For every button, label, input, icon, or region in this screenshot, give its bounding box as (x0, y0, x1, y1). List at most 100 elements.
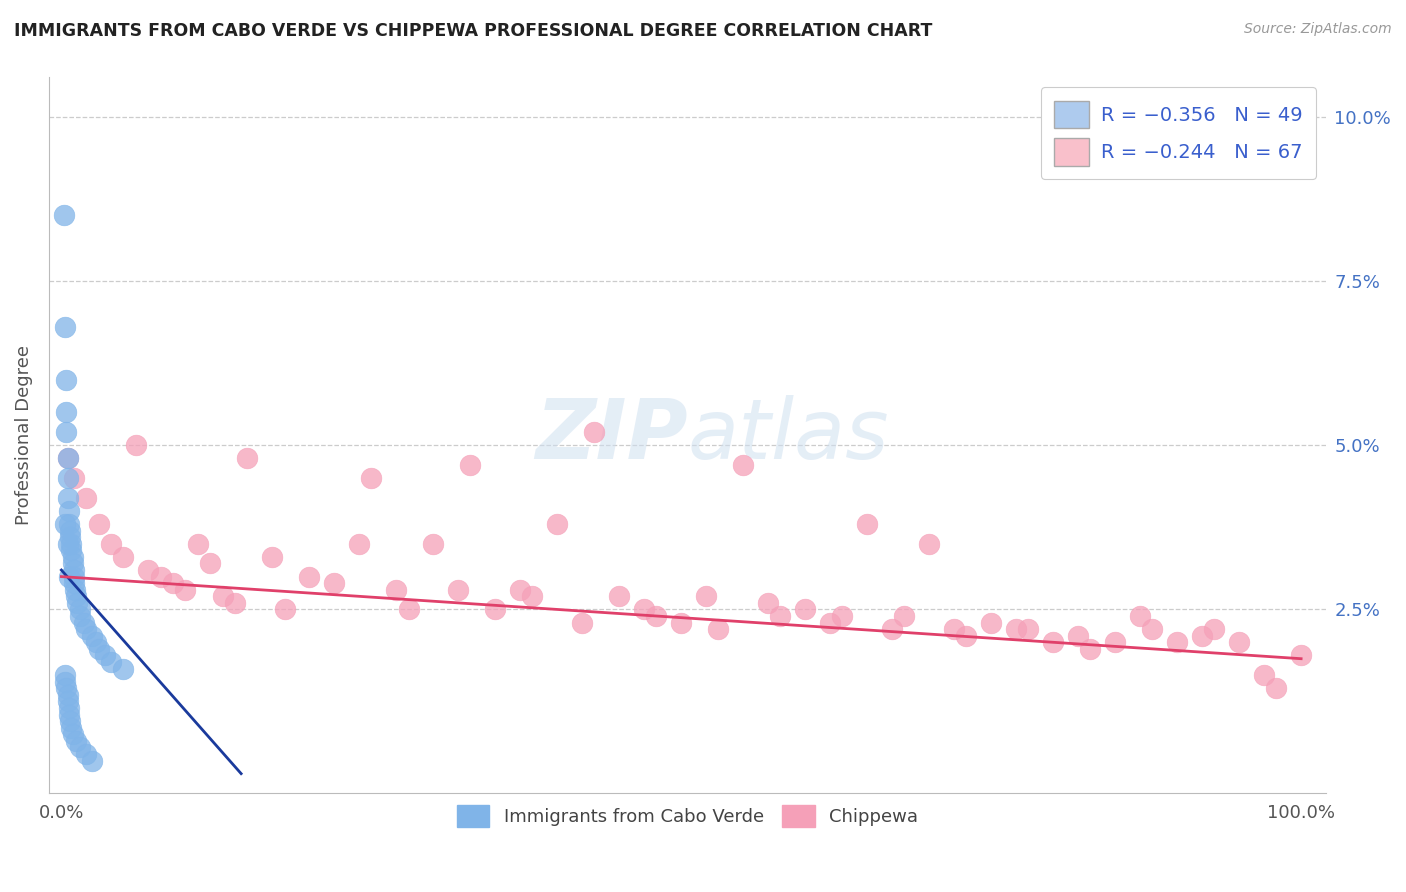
Point (1080, 641, 1102, 656)
Point (55, 425, 77, 439)
Point (69, 609, 91, 624)
Point (198, 557, 221, 571)
Point (818, 615, 841, 630)
Point (58, 569, 80, 583)
Point (880, 622, 903, 636)
Point (546, 517, 568, 532)
Point (1104, 635, 1126, 649)
Point (262, 549, 284, 564)
Point (69, 740, 91, 755)
Text: IMMIGRANTS FROM CABO VERDE VS CHIPPEWA PROFESSIONAL DEGREE CORRELATION CHART: IMMIGRANTS FROM CABO VERDE VS CHIPPEWA P… (14, 22, 932, 40)
Point (943, 622, 966, 636)
Point (58, 707, 80, 722)
Point (65, 590, 87, 604)
Point (174, 582, 197, 597)
Point (56, 694, 79, 708)
Point (62, 727, 84, 741)
Point (856, 517, 879, 532)
Point (831, 609, 853, 624)
Point (149, 569, 172, 583)
Point (893, 609, 915, 624)
Point (63, 582, 86, 597)
Point (62, 563, 84, 577)
Point (1017, 622, 1039, 636)
Point (756, 596, 779, 610)
Point (385, 582, 408, 597)
Point (58, 504, 80, 518)
Point (484, 602, 506, 616)
Point (62, 549, 84, 564)
Point (52, 208, 75, 222)
Point (60, 721, 83, 735)
Point (347, 537, 370, 551)
Point (75, 622, 97, 636)
Text: Source: ZipAtlas.com: Source: ZipAtlas.com (1244, 22, 1392, 37)
Point (733, 458, 755, 472)
Point (56, 688, 79, 702)
Point (236, 451, 259, 466)
Point (56, 471, 79, 485)
Point (60, 537, 83, 551)
Point (1142, 622, 1164, 636)
Point (82, 629, 104, 643)
Point (87, 641, 110, 656)
Point (1227, 635, 1250, 649)
Point (360, 471, 382, 485)
Point (59, 524, 82, 538)
Point (633, 602, 655, 616)
Point (75, 747, 97, 761)
Point (298, 569, 321, 583)
Point (955, 629, 977, 643)
Point (980, 615, 1002, 630)
Point (62, 569, 84, 583)
Point (55, 681, 77, 696)
Point (55, 373, 77, 387)
Point (58, 701, 80, 715)
Point (460, 458, 482, 472)
Point (59, 714, 82, 728)
Point (82, 754, 104, 768)
Point (1042, 635, 1064, 649)
Point (66, 596, 89, 610)
Point (59, 530, 82, 544)
Point (211, 590, 233, 604)
Point (62, 557, 84, 571)
Point (62, 471, 84, 485)
Point (125, 438, 148, 452)
Point (323, 576, 346, 591)
Point (769, 609, 792, 624)
Point (100, 655, 122, 669)
Point (522, 590, 544, 604)
Point (87, 517, 110, 532)
Point (1129, 609, 1152, 624)
Point (422, 537, 444, 551)
Text: ZIP: ZIP (534, 395, 688, 476)
Point (100, 537, 122, 551)
Legend: Immigrants from Cabo Verde, Chippewa: Immigrants from Cabo Verde, Chippewa (450, 798, 925, 834)
Point (84, 635, 107, 649)
Point (55, 405, 77, 419)
Y-axis label: Professional Degree: Professional Degree (15, 345, 32, 525)
Point (695, 590, 717, 604)
Point (60, 543, 83, 558)
Point (162, 576, 184, 591)
Point (73, 615, 96, 630)
Point (583, 425, 606, 439)
Point (607, 590, 630, 604)
Point (707, 622, 730, 636)
Point (509, 582, 531, 597)
Point (65, 733, 87, 747)
Point (1204, 622, 1226, 636)
Point (918, 537, 941, 551)
Point (53, 674, 76, 689)
Text: atlas: atlas (688, 395, 889, 476)
Point (62, 576, 84, 591)
Point (1166, 635, 1188, 649)
Point (1289, 648, 1312, 663)
Point (53, 668, 76, 682)
Point (69, 602, 91, 616)
Point (447, 582, 470, 597)
Point (53, 320, 76, 334)
Point (224, 596, 246, 610)
Point (273, 602, 295, 616)
